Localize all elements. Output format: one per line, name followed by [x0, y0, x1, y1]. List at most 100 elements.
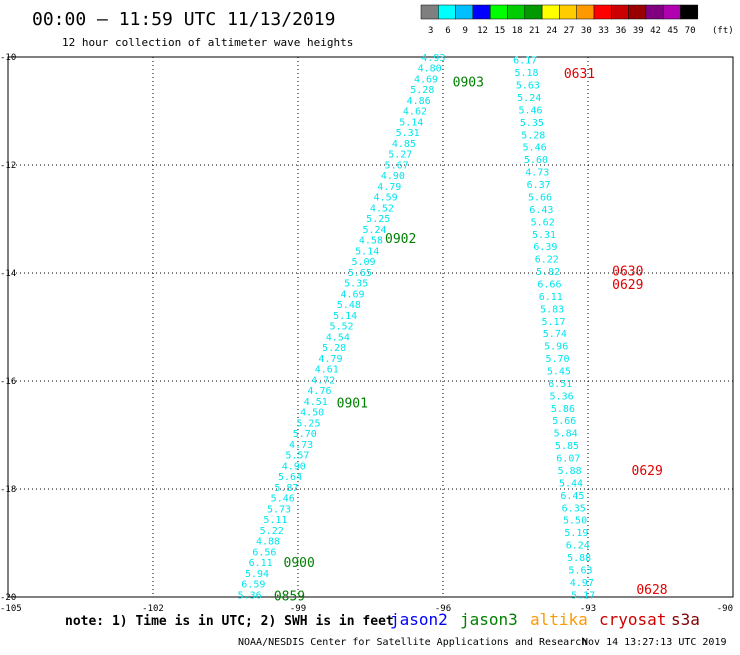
wave-height-value: 4.72	[311, 375, 335, 386]
color-scale-label: 33	[598, 26, 609, 36]
grid-lines	[8, 57, 733, 597]
wave-height-value: 4.69	[340, 289, 364, 300]
color-scale-swatch	[680, 4, 699, 20]
wave-height-value: 5.88	[567, 553, 591, 564]
wave-height-value: 5.14	[333, 311, 357, 322]
wave-height-value: 4.58	[359, 236, 383, 247]
wave-height-value: 5.24	[517, 93, 541, 104]
color-scale-swatch	[507, 4, 526, 20]
time-label: 0628	[636, 583, 667, 598]
wave-height-value: 6.11	[249, 558, 273, 569]
time-label: 0903	[453, 75, 484, 90]
color-scale-label: 70	[685, 26, 696, 36]
chart-subtitle: 12 hour collection of altimeter wave hei…	[62, 36, 353, 49]
color-scale-swatch	[662, 4, 681, 20]
color-scale-label: 18	[512, 26, 523, 36]
wave-height-value: 5.94	[245, 569, 269, 580]
y-tick-label: -18	[0, 485, 16, 495]
wave-height-value: 5.36	[238, 590, 262, 601]
wave-height-value: 5.83	[540, 304, 564, 315]
y-tick-label: -20	[0, 593, 16, 603]
plot-area: -105 -102 -99 -96 -93 -90 -10-12-14-16-18-20 …	[0, 53, 734, 614]
wave-height-value: 4.61	[315, 365, 339, 376]
color-scale-label: 24	[546, 26, 557, 36]
wave-height-value: 5.22	[260, 526, 284, 537]
color-scale-swatch	[576, 4, 595, 20]
credit-text: NOAA/NESDIS Center for Satellite Applica…	[238, 637, 587, 648]
wave-height-value: 5.18	[514, 68, 538, 79]
wave-height-value: 4.62	[403, 107, 427, 118]
wave-height-value: 4.50	[300, 408, 324, 419]
wave-height-value: 4.86	[407, 96, 431, 107]
wave-height-value: 5.44	[559, 478, 583, 489]
wave-height-value: 6.56	[252, 547, 276, 558]
wave-height-value: 5.96	[544, 342, 568, 353]
color-scale-label: 36	[616, 26, 627, 36]
wave-height-value: 5.31	[396, 128, 420, 139]
wave-height-value: 5.63	[568, 565, 592, 576]
color-scale-swatch	[611, 4, 629, 20]
color-scale-swatch	[489, 4, 508, 20]
wave-height-value: 5.60	[524, 155, 548, 166]
plot-frame	[7, 56, 734, 598]
wave-height-value: 5.11	[263, 515, 287, 526]
wave-height-value: 5.27	[388, 150, 412, 161]
color-scale-swatch	[559, 4, 577, 20]
time-label: 0900	[284, 556, 315, 571]
color-scale-swatch	[420, 4, 439, 20]
wave-height-value: 5.46	[523, 143, 547, 154]
color-scale-label: 3	[428, 26, 433, 36]
wave-height-value: 5.35	[344, 279, 368, 290]
wave-height-value: 5.70	[545, 354, 569, 365]
wave-height-value: 5.86	[551, 404, 575, 415]
wave-height-value: 4.76	[307, 386, 331, 397]
wave-height-value: 4.59	[374, 193, 398, 204]
color-scale-label: 12	[477, 26, 488, 36]
chart-title: 00:00 – 11:59 UTC 11/13/2019	[32, 9, 335, 30]
wave-height-value: 4.79	[318, 354, 342, 365]
y-tick-label: -10	[0, 53, 16, 63]
wave-height-value: 4.51	[304, 397, 328, 408]
wave-height-value: 5.63	[516, 81, 540, 92]
color-scale-label: 15	[494, 26, 505, 36]
wave-height-value: 5.14	[355, 246, 379, 257]
wave-height-value: 4.69	[414, 74, 438, 85]
x-tick-label: -102	[142, 604, 164, 614]
wave-height-value: 4.90	[381, 171, 405, 182]
y-tick-label: -12	[0, 161, 16, 171]
wave-height-value: 5.46	[519, 105, 543, 116]
wave-height-value: 6.37	[527, 180, 551, 191]
color-scale: 3 6 9 12 15 18 21 24 27 30 33 36 39 42 45 70	[420, 4, 699, 36]
wave-height-value: 5.28	[322, 343, 346, 354]
y-axis-ticks: -10 -12 -14 -16 -18 -20	[0, 53, 16, 603]
wave-height-value: 4.79	[377, 182, 401, 193]
time-label: 0631	[564, 67, 595, 82]
color-scale-label: 39	[633, 26, 644, 36]
color-scale-swatch	[524, 4, 543, 20]
color-scale-swatch	[455, 4, 474, 20]
color-scale-label: 6	[445, 26, 450, 36]
x-tick-label: -105	[0, 604, 22, 614]
color-scale-swatch	[438, 4, 456, 20]
wave-height-value: 5.14	[399, 117, 423, 128]
color-scale-label: 27	[564, 26, 575, 36]
wave-height-value: 5.25	[366, 214, 390, 225]
timestamp-text: Nov 14 13:27:13 UTC 2019	[582, 637, 727, 648]
color-scale-label: 45	[667, 26, 678, 36]
wave-height-value: 5.62	[531, 217, 555, 228]
legend-item-s3a: s3a	[671, 610, 700, 629]
color-scale-swatch	[645, 4, 664, 20]
time-label: 0859	[274, 589, 305, 604]
wave-height-value: 6.17	[513, 56, 537, 67]
wave-height-value: 6.66	[537, 279, 561, 290]
wave-height-value: 5.64	[278, 472, 302, 483]
x-tick-label: -93	[580, 604, 596, 614]
wave-height-value: 5.88	[558, 466, 582, 477]
wave-height-value: 5.09	[351, 257, 375, 268]
wave-height-value: 6.59	[241, 580, 265, 591]
wave-height-value: 5.66	[552, 416, 576, 427]
wave-height-value: 5.74	[543, 329, 567, 340]
wave-height-value: 4.73	[525, 168, 549, 179]
